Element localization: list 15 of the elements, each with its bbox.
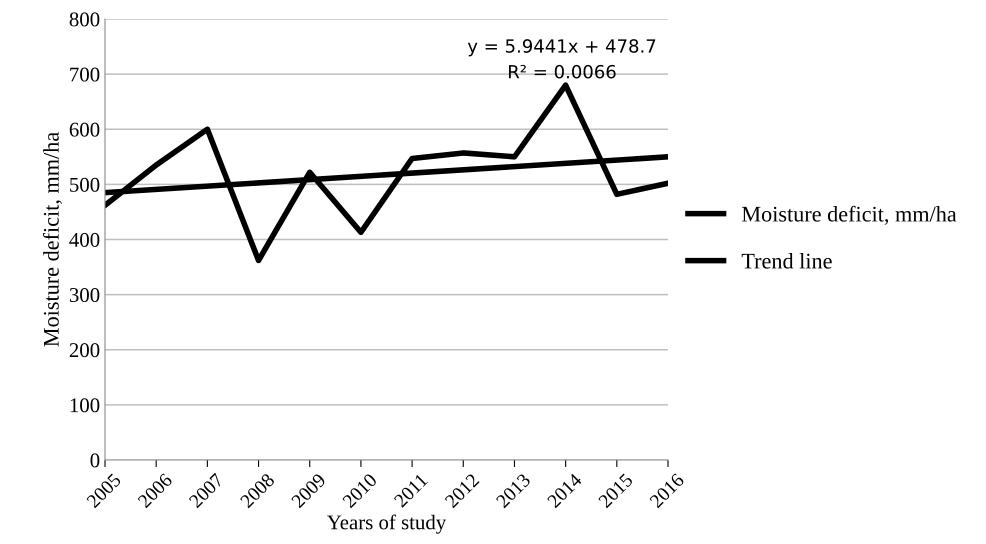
y-tick-label: 200 [70, 343, 100, 358]
x-axis-title: Years of study [327, 514, 446, 534]
y-tick-label: 0 [90, 453, 100, 468]
y-tick-label: 500 [70, 178, 100, 192]
y-axis-title: Moisture deficit, mm/ha [42, 132, 62, 347]
y-tick-label: 800 [70, 12, 100, 26]
legend-label: Trend line [742, 252, 832, 269]
y-tick-label: 700 [70, 68, 100, 82]
y-tick-label: 400 [69, 232, 100, 247]
y-tick-label: 600 [70, 122, 100, 137]
annotation: y = 5.9441x + 478.7 R² = 0.0066 [468, 39, 656, 79]
y-tick-label: 100 [70, 398, 100, 412]
x-tick-label: 2011 [393, 473, 428, 508]
legend-label: Moisture deficit, mm/ha [742, 206, 956, 225]
y-tick-label: 300 [70, 288, 100, 302]
